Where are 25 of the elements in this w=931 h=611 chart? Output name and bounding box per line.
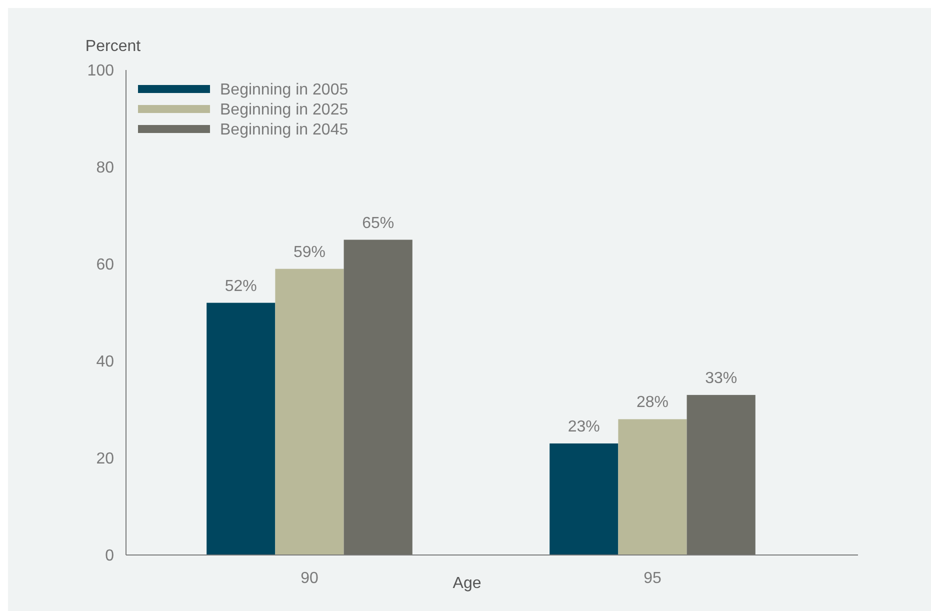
bar <box>275 268 344 555</box>
y-tick-label: 80 <box>96 160 114 177</box>
y-axis-title: Percent <box>85 38 142 55</box>
bar <box>206 302 276 555</box>
bar <box>686 394 756 555</box>
y-tick-label: 0 <box>105 548 114 565</box>
legend-label: Beginning in 2045 <box>220 122 348 139</box>
y-tick-label: 100 <box>87 62 114 80</box>
y-tick-label: 60 <box>96 256 114 274</box>
x-tick-label: 90 <box>300 570 318 587</box>
x-axis-title: Age <box>452 575 482 592</box>
bar <box>618 419 687 555</box>
y-tick-label: 20 <box>96 450 114 468</box>
legend-label: Beginning in 2025 <box>220 102 348 119</box>
bar <box>550 443 618 555</box>
data-label: 65% <box>362 214 394 232</box>
data-label: 23% <box>568 418 600 436</box>
legend-label: Beginning in 2005 <box>220 82 348 99</box>
bar <box>344 240 412 555</box>
data-label: 33% <box>705 370 738 387</box>
data-label: 28% <box>636 394 669 412</box>
data-label: 52% <box>224 278 257 295</box>
x-tick-label: 95 <box>644 570 662 587</box>
y-tick-label: 40 <box>96 354 114 371</box>
data-label: 59% <box>293 244 326 261</box>
